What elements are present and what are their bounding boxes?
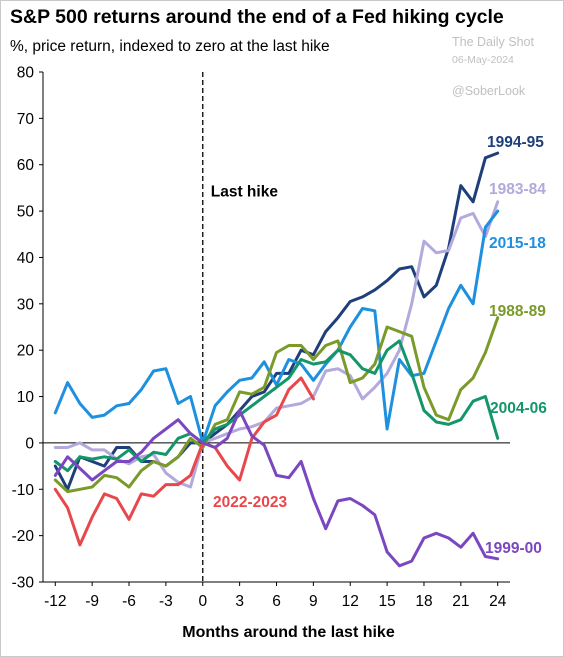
x-tick-label: 24 [489, 593, 507, 610]
x-tick-label: 0 [198, 593, 207, 610]
series-line-1983-84 [53, 200, 500, 489]
y-tick-label: -30 [12, 575, 35, 592]
x-tick-label: -3 [159, 593, 173, 610]
y-tick-label: 40 [17, 250, 35, 267]
x-tick-label: 21 [452, 593, 469, 610]
series-line-2022-2023 [53, 376, 315, 547]
x-tick-label: -9 [85, 593, 99, 610]
y-tick-label: 80 [17, 65, 35, 82]
x-tick-label: 12 [342, 593, 359, 610]
series-label-1999-00: 1999-00 [485, 540, 542, 557]
chart-subtitle: %, price return, indexed to zero at the … [10, 38, 330, 55]
last-hike-annotation: Last hike [211, 183, 279, 200]
x-tick-label: -12 [44, 593, 66, 610]
series-line-1988-89 [53, 316, 500, 494]
series-label-1994-95: 1994-95 [487, 134, 544, 151]
x-tick-label: 15 [378, 593, 395, 610]
y-tick-label: 20 [17, 343, 35, 360]
series-line-1999-00 [53, 409, 500, 568]
watermark-date: 06-May-2024 [452, 54, 514, 66]
x-tick-label: 18 [415, 593, 432, 610]
series-label-2004-06: 2004-06 [490, 400, 547, 417]
y-tick-label: 0 [25, 435, 34, 452]
series-label-2022-2023: 2022-2023 [213, 494, 288, 511]
watermark-handle: @SoberLook [452, 84, 526, 98]
series-line-1994-95 [53, 151, 500, 491]
chart-title: S&P 500 returns around the end of a Fed … [10, 6, 504, 28]
series-line-2004-06 [53, 339, 500, 473]
x-tick-label: 9 [309, 593, 318, 610]
series-label-2015-18: 2015-18 [489, 235, 546, 252]
series-label-1983-84: 1983-84 [489, 181, 546, 198]
x-tick-label: 3 [235, 593, 244, 610]
x-tick-label: 6 [272, 593, 281, 610]
series-label-1988-89: 1988-89 [489, 303, 546, 320]
y-tick-label: 60 [17, 157, 35, 174]
x-tick-label: -6 [122, 593, 136, 610]
y-tick-label: 70 [17, 111, 35, 128]
y-tick-label: 10 [17, 389, 35, 406]
x-axis-title: Months around the last hike [182, 624, 395, 641]
y-tick-label: 50 [17, 204, 35, 221]
y-tick-label: -10 [12, 482, 35, 499]
series-line-2015-18 [53, 209, 500, 445]
y-tick-label: -20 [12, 528, 35, 545]
watermark-source: The Daily Shot [452, 35, 534, 49]
y-tick-label: 30 [17, 296, 35, 313]
